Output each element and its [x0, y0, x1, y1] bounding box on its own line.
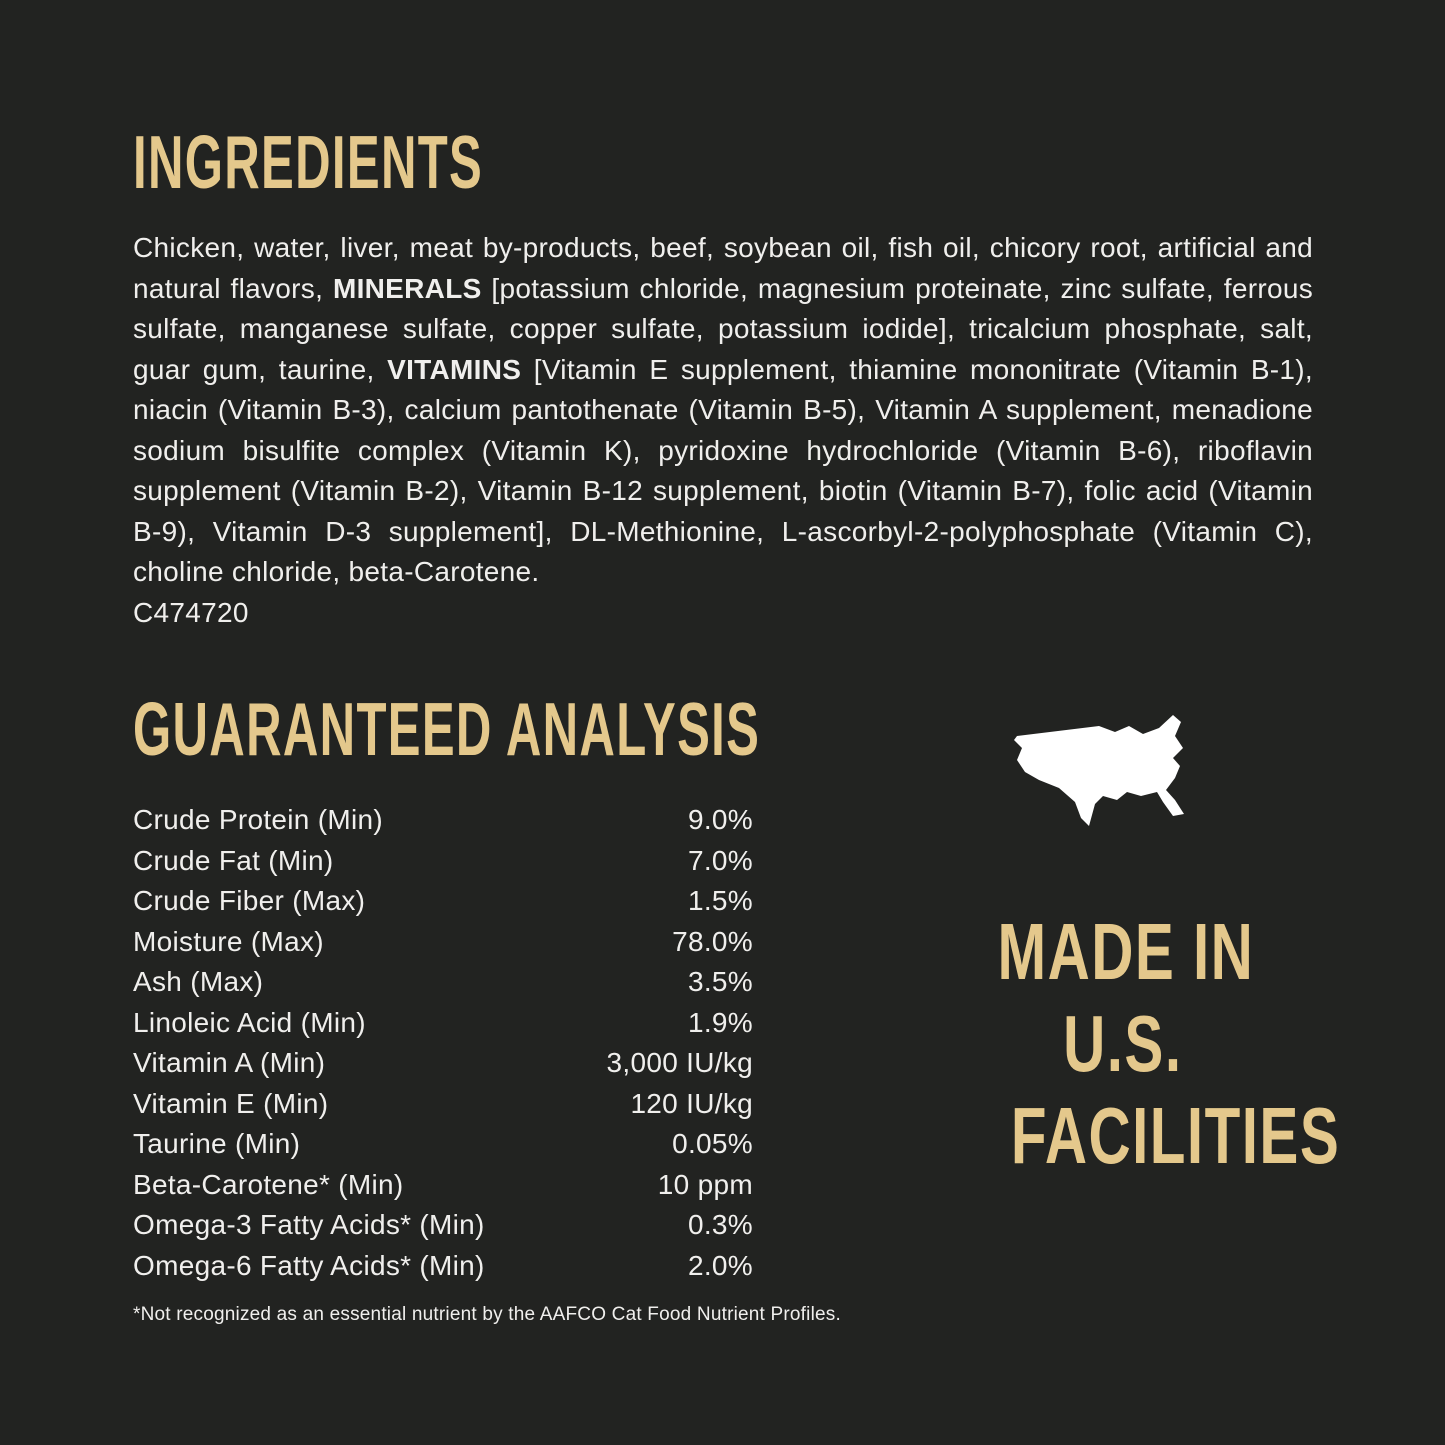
row-label: Ash (Max) [133, 966, 264, 997]
table-row: Linoleic Acid (Min) 1.9% [133, 1003, 753, 1044]
table-row: Crude Protein (Min) 9.0% [133, 800, 753, 841]
ingredient-segment-vitamins: VITAMINS [387, 353, 522, 385]
usa-map-icon [1014, 715, 1184, 826]
row-value: 78.0% [672, 925, 753, 957]
ingredient-segment: [Vitamin E supplement, thiamine mononitr… [133, 353, 1313, 588]
table-row: Crude Fat (Min) 7.0% [133, 841, 753, 882]
ingredients-section: INGREDIENTS Chicken, water, liver, meat … [133, 125, 1313, 633]
ingredients-text: Chicken, water, liver, meat by-products,… [133, 228, 1313, 593]
made-in-us-text: MADE IN U.S. FACILITIES [950, 906, 1341, 1182]
row-value: 0.3% [687, 1209, 753, 1240]
row-value: 1.5% [687, 885, 753, 916]
table-row: Omega-6 Fatty Acids* (Min) 2.0% [133, 1246, 753, 1287]
made-in-us-section: MADE IN U.S. FACILITIES [950, 710, 1341, 1182]
table-row: Moisture (Max) 78.0% [133, 922, 753, 963]
row-value: 10 ppm [657, 1168, 753, 1200]
ingredients-title-text: INGREDIENTS [133, 120, 484, 204]
table-row: Ash (Max) 3.5% [133, 962, 753, 1003]
ingredients-title: INGREDIENTS [133, 125, 1313, 200]
made-in-line: U.S. [1063, 999, 1183, 1088]
row-label: Vitamin E (Min) [133, 1087, 329, 1119]
table-row: Omega-3 Fatty Acids* (Min) 0.3% [133, 1205, 753, 1246]
row-value: 7.0% [687, 844, 753, 876]
row-label: Vitamin A (Min) [133, 1047, 326, 1078]
row-label: Crude Fat (Min) [133, 844, 334, 876]
row-label: Linoleic Acid (Min) [133, 1006, 366, 1038]
row-label: Omega-3 Fatty Acids* (Min) [133, 1209, 485, 1240]
table-row: Vitamin E (Min) 120 IU/kg [133, 1084, 753, 1125]
row-value: 2.0% [687, 1249, 753, 1281]
made-in-line: FACILITIES [1010, 1091, 1341, 1180]
product-code: C474720 [133, 596, 249, 628]
row-label: Taurine (Min) [133, 1128, 301, 1159]
table-row: Vitamin A (Min) 3,000 IU/kg [133, 1043, 753, 1084]
aafco-footnote: *Not recognized as an essential nutrient… [133, 1304, 841, 1325]
ingredient-segment-minerals: MINERALS [332, 272, 482, 304]
ingredient-segment: [potassium chloride, magnesium proteinat… [133, 272, 1313, 385]
analysis-table: Crude Protein (Min) 9.0% Crude Fat (Min) 7… [133, 800, 753, 1286]
table-row: Taurine (Min) 0.05% [133, 1124, 753, 1165]
row-label: Beta-Carotene* (Min) [133, 1168, 404, 1200]
row-value: 0.05% [672, 1128, 753, 1159]
row-value: 120 IU/kg [630, 1087, 753, 1119]
row-value: 1.9% [687, 1006, 753, 1038]
row-label: Omega-6 Fatty Acids* (Min) [133, 1249, 485, 1281]
guaranteed-analysis-title: GUARANTEED ANALYSIS [133, 692, 833, 767]
row-label: Crude Fiber (Max) [133, 885, 366, 916]
row-value: 3,000 IU/kg [606, 1047, 753, 1078]
ingredient-segment: Chicken, water, liver, meat by-products,… [133, 232, 1313, 304]
table-row: Crude Fiber (Max) 1.5% [133, 881, 753, 922]
row-label: Crude Protein (Min) [133, 804, 384, 835]
made-in-line: MADE IN [997, 907, 1255, 996]
table-row: Beta-Carotene* (Min) 10 ppm [133, 1165, 753, 1206]
guaranteed-analysis-title-text: GUARANTEED ANALYSIS [133, 687, 761, 771]
row-value: 3.5% [687, 966, 753, 997]
row-value: 9.0% [687, 804, 753, 835]
guaranteed-analysis-section: GUARANTEED ANALYSIS Crude Protein (Min) 9… [133, 692, 841, 1328]
row-label: Moisture (Max) [133, 925, 324, 957]
